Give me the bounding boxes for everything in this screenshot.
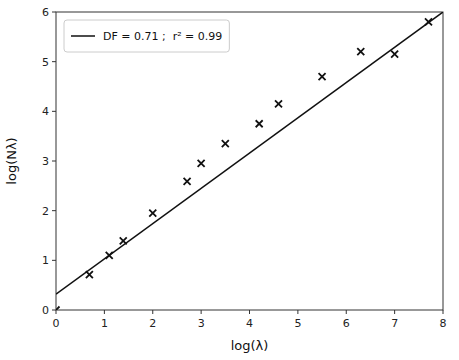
x-tick-label: 5 — [294, 317, 301, 330]
y-tick-label: 3 — [42, 155, 49, 168]
x-tick — [152, 310, 153, 314]
x-tick-label: 1 — [101, 317, 108, 330]
y-tick — [52, 111, 56, 112]
legend-label: DF = 0.71 ; r² = 0.99 — [103, 30, 222, 43]
legend-box — [64, 20, 229, 52]
x-tick — [394, 310, 395, 314]
y-tick-label: 1 — [42, 254, 49, 267]
data-point — [149, 210, 156, 217]
data-point — [184, 178, 191, 185]
data-point — [198, 160, 205, 167]
data-point — [86, 271, 93, 278]
y-tick-label: 4 — [42, 105, 49, 118]
data-point — [256, 120, 263, 127]
x-tick-label: 7 — [391, 317, 398, 330]
data-point — [275, 100, 282, 107]
x-tick — [249, 310, 250, 314]
x-axis-label: log(λ) — [231, 338, 269, 353]
y-tick — [52, 161, 56, 162]
x-tick — [201, 310, 202, 314]
x-tick-label: 2 — [149, 317, 156, 330]
y-axis-label: log(Nλ) — [4, 137, 19, 184]
chart: 0 1 2 3 4 5 6 7 8 0 1 2 3 4 5 6 log(λ) log(Nλ) DF = 0.71 ;… — [0, 0, 459, 360]
x-tick — [104, 310, 105, 314]
y-tick-label: 6 — [42, 6, 49, 19]
y-tick — [52, 12, 56, 13]
data-point — [222, 140, 229, 147]
y-tick-label: 5 — [42, 56, 49, 69]
data-point — [319, 73, 326, 80]
plot-area — [56, 12, 443, 310]
x-tick — [443, 310, 444, 314]
x-tick — [297, 310, 298, 314]
data-point — [425, 18, 432, 25]
regression-line — [56, 12, 443, 294]
x-tick-label: 0 — [53, 317, 60, 330]
y-tick — [52, 310, 56, 311]
x-tick — [56, 310, 57, 314]
x-tick-label: 4 — [246, 317, 253, 330]
legend-swatch — [71, 35, 95, 37]
x-tick-label: 6 — [343, 317, 350, 330]
y-tick — [52, 210, 56, 211]
x-tick-label: 8 — [440, 317, 447, 330]
data-point — [56, 307, 60, 311]
data-point — [391, 51, 398, 58]
y-tick — [52, 61, 56, 62]
y-tick — [52, 260, 56, 261]
y-tick-label: 0 — [42, 304, 49, 317]
legend: DF = 0.71 ; r² = 0.99 — [64, 20, 229, 52]
data-point — [106, 252, 113, 259]
x-tick-label: 3 — [198, 317, 205, 330]
data-point — [357, 48, 364, 55]
y-tick-label: 2 — [42, 205, 49, 218]
data-point — [120, 237, 127, 244]
x-tick — [346, 310, 347, 314]
plot-frame — [56, 12, 443, 310]
